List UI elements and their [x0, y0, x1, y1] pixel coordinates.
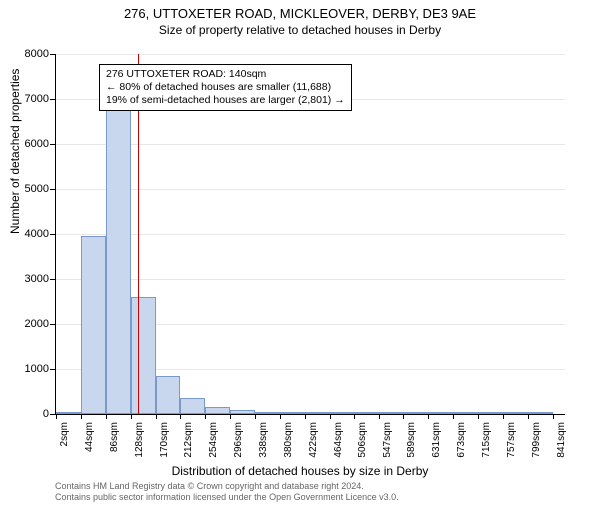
- xtick-label: 296sqm: [233, 422, 244, 458]
- xtick-mark: [81, 414, 82, 419]
- annotation-line-3: 19% of semi-detached houses are larger (…: [106, 94, 345, 107]
- histogram-bar: [131, 297, 156, 414]
- xtick-label: 673sqm: [456, 422, 467, 458]
- ytick-label: 5000: [9, 183, 49, 195]
- xtick-mark: [330, 414, 331, 419]
- xtick-label: 841sqm: [556, 422, 567, 458]
- footer-line-2: Contains public sector information licen…: [55, 492, 399, 502]
- xtick-mark: [478, 414, 479, 419]
- ytick-label: 3000: [9, 273, 49, 285]
- xtick-label: 589sqm: [406, 422, 417, 458]
- xtick-label: 547sqm: [382, 422, 393, 458]
- x-axis-label: Distribution of detached houses by size …: [0, 464, 600, 478]
- xtick-label: 464sqm: [333, 422, 344, 458]
- xtick-label: 631sqm: [431, 422, 442, 458]
- gridline: [55, 54, 565, 55]
- page-title: 276, UTTOXETER ROAD, MICKLEOVER, DERBY, …: [0, 6, 600, 21]
- xtick-label: 380sqm: [283, 422, 294, 458]
- annotation-box: 276 UTTOXETER ROAD: 140sqm← 80% of detac…: [99, 64, 352, 111]
- xtick-mark: [180, 414, 181, 419]
- xtick-label: 422sqm: [308, 422, 319, 458]
- xtick-label: 254sqm: [208, 422, 219, 458]
- xtick-label: 799sqm: [531, 422, 542, 458]
- xtick-label: 170sqm: [159, 422, 170, 458]
- xtick-mark: [354, 414, 355, 419]
- ytick-label: 1000: [9, 363, 49, 375]
- xtick-label: 506sqm: [357, 422, 368, 458]
- xtick-mark: [131, 414, 132, 419]
- y-axis: [55, 54, 56, 414]
- ytick-label: 0: [9, 408, 49, 420]
- footer-attribution: Contains HM Land Registry data © Crown c…: [55, 481, 399, 502]
- xtick-label: 86sqm: [109, 422, 120, 452]
- xtick-label: 44sqm: [84, 422, 95, 452]
- annotation-line-1: 276 UTTOXETER ROAD: 140sqm: [106, 68, 345, 81]
- xtick-mark: [553, 414, 554, 419]
- xtick-mark: [528, 414, 529, 419]
- xtick-label: 2sqm: [59, 422, 70, 446]
- gridline: [55, 279, 565, 280]
- xtick-mark: [205, 414, 206, 419]
- xtick-mark: [156, 414, 157, 419]
- xtick-mark: [453, 414, 454, 419]
- xtick-mark: [428, 414, 429, 419]
- gridline: [55, 234, 565, 235]
- xtick-label: 338sqm: [258, 422, 269, 458]
- histogram-bar: [106, 108, 131, 414]
- footer-line-1: Contains HM Land Registry data © Crown c…: [55, 481, 399, 491]
- xtick-mark: [230, 414, 231, 419]
- ytick-label: 6000: [9, 138, 49, 150]
- xtick-mark: [56, 414, 57, 419]
- xtick-label: 212sqm: [183, 422, 194, 458]
- xtick-mark: [280, 414, 281, 419]
- histogram-bar: [205, 407, 230, 414]
- xtick-mark: [255, 414, 256, 419]
- xtick-mark: [106, 414, 107, 419]
- ytick-label: 4000: [9, 228, 49, 240]
- xtick-mark: [379, 414, 380, 419]
- xtick-label: 128sqm: [134, 422, 145, 458]
- gridline: [55, 189, 565, 190]
- gridline: [55, 144, 565, 145]
- histogram-bar: [156, 376, 181, 414]
- xtick-mark: [403, 414, 404, 419]
- ytick-label: 8000: [9, 48, 49, 60]
- page-subtitle: Size of property relative to detached ho…: [0, 23, 600, 37]
- xtick-mark: [503, 414, 504, 419]
- annotation-line-2: ← 80% of detached houses are smaller (11…: [106, 81, 345, 94]
- histogram-bar: [81, 236, 106, 414]
- xtick-label: 715sqm: [481, 422, 492, 458]
- ytick-label: 7000: [9, 93, 49, 105]
- xtick-mark: [305, 414, 306, 419]
- histogram-bar: [180, 398, 205, 414]
- ytick-label: 2000: [9, 318, 49, 330]
- plot-area: 0100020003000400050006000700080002sqm44s…: [55, 54, 565, 414]
- chart: 0100020003000400050006000700080002sqm44s…: [55, 54, 565, 414]
- xtick-label: 757sqm: [506, 422, 517, 458]
